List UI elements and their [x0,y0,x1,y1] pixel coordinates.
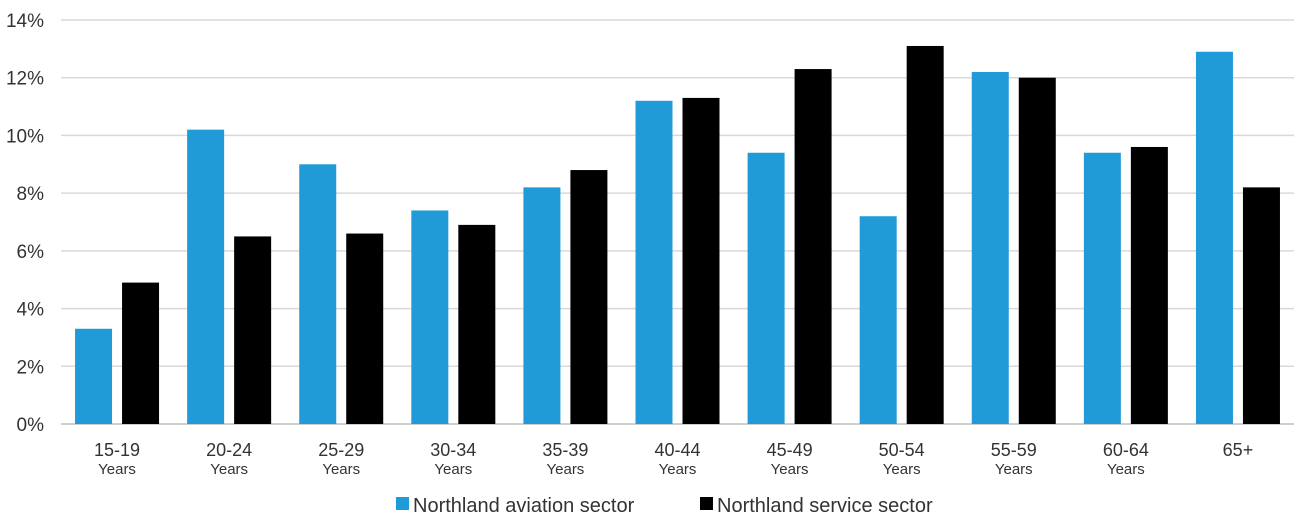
bar-service-20-24 [234,236,272,424]
y-tick-label: 14% [6,11,44,32]
bars [75,45,1280,425]
bar-aviation-35-39 [523,187,561,424]
x-tick-label: 45-49 [767,440,813,460]
bar-service-45-49 [794,69,832,425]
x-tick-sublabel: Years [771,461,809,478]
bar-service-65+ [1242,187,1280,424]
legend-label: Northland service sector [717,495,933,515]
y-tick-label: 2% [17,357,45,378]
y-tick-label: 12% [6,69,44,90]
bar-aviation-50-54 [859,216,897,424]
bar-service-50-54 [906,45,944,424]
bar-service-35-39 [570,170,608,424]
x-tick-label: 30-34 [430,440,476,460]
x-tick-sublabel: Years [98,461,136,478]
x-tick-sublabel: Years [995,461,1033,478]
x-tick-sublabel: Years [883,461,921,478]
bar-aviation-45-49 [747,152,785,424]
x-tick-label: 40-44 [654,440,700,460]
x-tick-label: 20-24 [206,440,252,460]
bar-service-40-44 [682,97,720,425]
y-axis-ticks: 0% 2% 4% 6% 8% 10% 12% 14% [6,11,44,436]
bar-aviation-20-24 [187,129,225,424]
bar-service-15-19 [122,282,160,424]
x-tick-sublabel: Years [210,461,248,478]
bar-aviation-30-34 [411,210,449,424]
bar-service-30-34 [458,224,496,424]
y-tick-label: 4% [17,300,45,321]
legend-label: Northland aviation sector [413,495,635,515]
y-tick-label: 6% [17,242,45,263]
legend: Northland aviation sector Northland servi… [396,495,933,515]
bar-aviation-65+ [1195,51,1233,424]
bar-aviation-55-59 [971,71,1009,424]
bar-service-55-59 [1018,77,1056,424]
x-tick-label: 15-19 [94,440,140,460]
bar-aviation-15-19 [75,328,113,424]
x-tick-sublabel: Years [1107,461,1145,478]
x-tick-label: 65+ [1223,440,1254,460]
x-tick-sublabel: Years [322,461,360,478]
x-tick-label: 25-29 [318,440,364,460]
bar-service-60-64 [1130,146,1168,424]
y-tick-label: 8% [17,184,45,205]
x-axis-ticks: 15-19Years20-24Years25-29Years30-34Years… [94,440,1253,478]
y-tick-label: 0% [17,415,45,436]
x-tick-label: 35-39 [542,440,588,460]
x-tick-sublabel: Years [434,461,472,478]
bar-service-25-29 [346,233,384,424]
bar-aviation-25-29 [299,164,337,425]
x-tick-sublabel: Years [659,461,697,478]
x-tick-sublabel: Years [547,461,585,478]
legend-swatch [396,497,409,510]
legend-swatch [700,497,713,510]
bar-aviation-40-44 [635,100,673,425]
x-tick-label: 60-64 [1103,440,1149,460]
y-tick-label: 10% [6,126,44,147]
x-tick-label: 50-54 [879,440,925,460]
x-tick-label: 55-59 [991,440,1037,460]
bar-aviation-60-64 [1083,152,1121,424]
